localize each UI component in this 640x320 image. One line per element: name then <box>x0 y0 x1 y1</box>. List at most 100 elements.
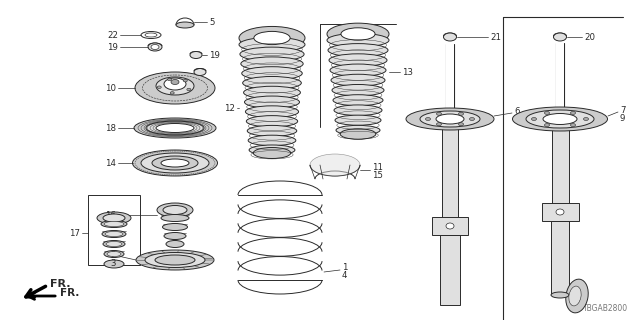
Ellipse shape <box>554 33 566 41</box>
Ellipse shape <box>333 95 383 106</box>
Text: 6: 6 <box>514 107 520 116</box>
Ellipse shape <box>570 124 575 127</box>
Text: 5: 5 <box>209 18 214 27</box>
Ellipse shape <box>310 154 360 176</box>
Ellipse shape <box>102 230 126 237</box>
Text: 22: 22 <box>107 30 118 39</box>
Ellipse shape <box>248 135 296 146</box>
Ellipse shape <box>244 86 300 99</box>
Ellipse shape <box>569 286 581 306</box>
Ellipse shape <box>340 129 376 139</box>
Ellipse shape <box>161 214 189 221</box>
Bar <box>440 235 460 305</box>
Ellipse shape <box>513 107 607 131</box>
Ellipse shape <box>531 117 536 121</box>
Ellipse shape <box>436 123 442 126</box>
Ellipse shape <box>101 220 127 228</box>
Ellipse shape <box>187 88 191 91</box>
Text: 9: 9 <box>620 114 625 123</box>
Ellipse shape <box>420 111 480 127</box>
Ellipse shape <box>107 252 121 257</box>
Bar <box>442 127 458 235</box>
Ellipse shape <box>152 156 198 170</box>
Ellipse shape <box>341 28 375 40</box>
Ellipse shape <box>156 124 194 132</box>
Ellipse shape <box>166 241 184 247</box>
Ellipse shape <box>145 33 157 37</box>
Ellipse shape <box>327 33 389 47</box>
Ellipse shape <box>526 110 594 128</box>
Ellipse shape <box>141 153 209 173</box>
Ellipse shape <box>239 27 305 50</box>
Ellipse shape <box>334 105 382 116</box>
Ellipse shape <box>171 79 179 84</box>
Text: 7: 7 <box>620 106 625 115</box>
Ellipse shape <box>545 124 550 127</box>
Ellipse shape <box>145 252 205 268</box>
Ellipse shape <box>458 123 463 126</box>
Ellipse shape <box>132 150 218 176</box>
Ellipse shape <box>164 233 186 239</box>
Text: 13: 13 <box>402 68 413 76</box>
Bar <box>552 128 569 230</box>
Text: 21: 21 <box>490 33 501 42</box>
Ellipse shape <box>446 223 454 229</box>
Ellipse shape <box>161 159 189 167</box>
Ellipse shape <box>244 96 300 108</box>
Ellipse shape <box>470 117 474 121</box>
Ellipse shape <box>458 112 463 115</box>
Bar <box>551 221 569 295</box>
Ellipse shape <box>176 22 194 28</box>
Text: 10: 10 <box>105 84 116 92</box>
Ellipse shape <box>163 223 188 230</box>
Ellipse shape <box>106 242 122 246</box>
Ellipse shape <box>156 77 194 95</box>
Text: FR.: FR. <box>60 288 79 298</box>
Ellipse shape <box>242 67 302 80</box>
Ellipse shape <box>332 84 384 96</box>
Bar <box>542 203 579 221</box>
Bar <box>432 217 468 235</box>
Ellipse shape <box>436 114 464 124</box>
Ellipse shape <box>247 125 297 136</box>
Ellipse shape <box>243 76 301 89</box>
Text: 4: 4 <box>342 271 348 281</box>
Ellipse shape <box>254 31 290 44</box>
Text: FR.: FR. <box>50 279 70 289</box>
Bar <box>88 195 140 265</box>
Text: 14: 14 <box>105 158 116 167</box>
Ellipse shape <box>330 64 386 76</box>
Text: 12: 12 <box>224 103 235 113</box>
Ellipse shape <box>136 250 214 270</box>
Text: 19: 19 <box>209 51 220 60</box>
Ellipse shape <box>436 112 442 115</box>
Text: 1: 1 <box>342 263 348 273</box>
Ellipse shape <box>194 68 206 76</box>
Text: 15: 15 <box>372 171 383 180</box>
Ellipse shape <box>151 44 159 50</box>
Text: TBGAB2800: TBGAB2800 <box>583 304 628 313</box>
Ellipse shape <box>155 255 195 265</box>
Bar <box>446 44 454 115</box>
Ellipse shape <box>104 221 124 227</box>
Text: 2: 2 <box>111 251 116 260</box>
Text: 18: 18 <box>105 124 116 132</box>
Ellipse shape <box>240 47 304 61</box>
Ellipse shape <box>168 78 172 81</box>
Text: 16: 16 <box>105 211 116 220</box>
Ellipse shape <box>164 78 186 90</box>
Ellipse shape <box>170 92 174 94</box>
Text: 17: 17 <box>69 228 80 237</box>
Text: 8: 8 <box>514 115 520 124</box>
Bar <box>556 43 564 115</box>
Ellipse shape <box>406 108 494 130</box>
Ellipse shape <box>329 54 387 67</box>
Ellipse shape <box>245 106 299 117</box>
Ellipse shape <box>570 111 575 115</box>
Ellipse shape <box>246 116 298 127</box>
Ellipse shape <box>556 209 564 215</box>
Ellipse shape <box>103 241 125 247</box>
Ellipse shape <box>584 117 589 121</box>
Ellipse shape <box>163 205 187 214</box>
Ellipse shape <box>141 31 161 38</box>
